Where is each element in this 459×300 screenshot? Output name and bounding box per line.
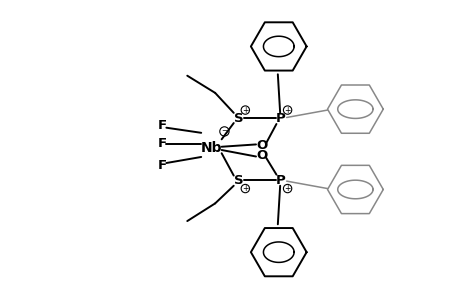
Text: −: − (221, 128, 227, 134)
Text: S: S (233, 112, 243, 125)
Text: P: P (275, 112, 285, 125)
Text: Nb: Nb (200, 141, 222, 155)
Text: +: + (284, 106, 290, 115)
Text: F: F (158, 119, 167, 132)
Text: F: F (158, 137, 167, 151)
Text: S: S (233, 174, 243, 187)
Text: F: F (158, 159, 167, 172)
Text: +: + (241, 184, 248, 193)
Text: +: + (284, 184, 290, 193)
Text: P: P (275, 174, 285, 187)
Text: O: O (255, 149, 267, 162)
Text: O: O (255, 139, 267, 152)
Text: +: + (241, 106, 248, 115)
